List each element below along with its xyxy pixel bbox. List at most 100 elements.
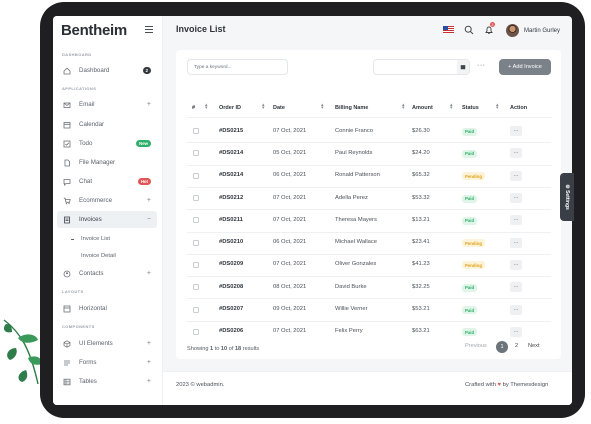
date-range-input[interactable] (373, 59, 470, 75)
sidebar-item-label: Invoice List (81, 236, 110, 242)
sidebar-item-file-manager[interactable]: File Manager (57, 154, 157, 171)
sidebar-subitem-invoice-detail[interactable]: Invoice Detail (71, 253, 116, 259)
col-header-date[interactable]: Date (273, 105, 285, 111)
row-action-button[interactable]: ··· (510, 282, 522, 293)
row-action-button[interactable]: ··· (510, 126, 522, 137)
row-checkbox[interactable] (193, 261, 199, 268)
copyright-text: 2023 © webadmin. (176, 382, 225, 388)
sidebar-item-ecommerce[interactable]: Ecommerce + (57, 192, 157, 209)
order-id-cell[interactable]: #DS0214 (219, 149, 244, 156)
col-header-status[interactable]: Status (462, 105, 479, 111)
status-badge: Pending (462, 172, 485, 181)
sidebar-item-contacts[interactable]: Contacts + (57, 265, 157, 282)
more-options-button[interactable]: ··· (477, 62, 486, 69)
order-id-cell[interactable]: #DS0208 (219, 283, 244, 290)
sidebar-item-label: Horizontal (79, 305, 107, 312)
next-page-button[interactable]: Next (528, 343, 540, 349)
sidebar-item-forms[interactable]: Forms + (57, 354, 157, 371)
brand-logo[interactable]: Bentheim (61, 22, 127, 39)
row-action-button[interactable]: ··· (510, 237, 522, 248)
minus-icon: − (146, 216, 151, 223)
sort-icon[interactable]: ▴ ▾ (402, 102, 405, 111)
us-flag-icon[interactable] (443, 26, 454, 34)
sidebar-item-ui-elements[interactable]: UI Elements + (57, 335, 157, 352)
row-divider (187, 209, 551, 211)
avatar[interactable] (506, 24, 519, 37)
page-1-button[interactable]: 1 (496, 341, 508, 353)
row-action-button[interactable]: ··· (510, 170, 522, 181)
row-action-button[interactable]: ··· (510, 259, 522, 270)
sort-icon[interactable]: ▴ ▾ (496, 102, 499, 111)
date-cell: 07 Oct, 2021 (273, 127, 307, 134)
amount-cell: $63.21 (412, 328, 430, 335)
status-badge: Paid (462, 306, 478, 315)
row-action-button[interactable]: ··· (510, 193, 522, 204)
sidebar-item-chat[interactable]: Chat Hot (57, 173, 157, 190)
section-layouts: LAYOUTS (62, 289, 84, 294)
form-icon (63, 359, 71, 367)
row-checkbox[interactable] (193, 306, 199, 313)
order-id-cell[interactable]: #DS0209 (219, 261, 244, 268)
bell-icon[interactable] (484, 25, 494, 35)
hot-badge: Hot (137, 178, 151, 185)
calendar-button[interactable] (457, 60, 469, 74)
sidebar-item-calendar[interactable]: Calendar (57, 116, 157, 133)
sort-icon[interactable]: ▴ ▾ (450, 102, 453, 111)
mail-icon (63, 101, 71, 109)
row-action-button[interactable]: ··· (510, 326, 522, 337)
sidebar-item-label: Email (79, 101, 95, 108)
col-header-action: Action (510, 105, 528, 111)
row-checkbox[interactable] (193, 128, 199, 135)
status-badge: Pending (462, 261, 485, 270)
row-divider (187, 298, 551, 300)
billing-name-cell: Oliver Gonzales (335, 261, 377, 268)
row-divider (187, 142, 551, 144)
row-action-button[interactable]: ··· (510, 148, 522, 159)
row-checkbox[interactable] (193, 217, 199, 224)
plus-icon: + (146, 270, 151, 277)
sidebar-item-todo[interactable]: Todo New (57, 135, 157, 152)
col-header-amount[interactable]: Amount (412, 105, 433, 111)
add-invoice-button[interactable]: + Add Invoice (499, 59, 551, 75)
row-action-button[interactable]: ··· (510, 304, 522, 315)
date-cell: 05 Oct, 2021 (273, 149, 307, 156)
billing-name-cell: Ronald Patterson (335, 172, 380, 179)
menu-toggle-icon[interactable] (145, 26, 153, 33)
row-checkbox[interactable] (193, 328, 199, 335)
order-id-cell[interactable]: #DS0211 (219, 216, 243, 223)
user-name[interactable]: Martin Gurley (524, 28, 561, 34)
order-id-cell[interactable]: #DS0206 (219, 328, 244, 335)
row-checkbox[interactable] (193, 284, 199, 291)
previous-page-button[interactable]: Previous (465, 343, 487, 349)
amount-cell: $41.23 (412, 261, 430, 268)
order-id-cell[interactable]: #DS0214 (219, 172, 244, 179)
sidebar-item-label: Invoice Detail (81, 253, 116, 259)
search-input[interactable]: Type a keyword... (187, 59, 288, 75)
page-2-button[interactable]: 2 (515, 343, 519, 349)
order-id-cell[interactable]: #DS0207 (219, 306, 244, 313)
search-icon[interactable] (464, 25, 474, 35)
sort-icon[interactable]: ▴ ▾ (321, 102, 324, 111)
sidebar-item-tables[interactable]: Tables + (57, 373, 157, 390)
settings-tab[interactable]: ⚙ Settings (560, 173, 574, 221)
sidebar-item-email[interactable]: Email + (57, 96, 157, 113)
sidebar-item-label: Contacts (79, 270, 104, 277)
sort-icon[interactable]: ▴ ▾ (205, 102, 208, 111)
order-id-cell[interactable]: #DS0212 (219, 194, 244, 201)
sidebar-item-dashboard[interactable]: Dashboard 2 (57, 62, 157, 79)
order-id-cell[interactable]: #DS0215 (219, 127, 244, 134)
col-header-billing-name[interactable]: Billing Name (335, 105, 369, 111)
row-action-button[interactable]: ··· (510, 215, 522, 226)
sidebar-subitem-invoice-list[interactable]: Invoice List (71, 236, 110, 242)
sidebar-item-horizontal[interactable]: Horizontal (57, 300, 157, 317)
row-checkbox[interactable] (193, 172, 199, 179)
row-checkbox[interactable] (193, 195, 199, 202)
sidebar-item-invoices[interactable]: Invoices − (57, 211, 157, 228)
sort-icon[interactable]: ▴ ▾ (262, 102, 265, 111)
order-id-cell[interactable]: #DS0210 (219, 239, 244, 246)
row-checkbox[interactable] (193, 239, 199, 246)
col-header-order-id[interactable]: Order ID (219, 105, 242, 111)
row-checkbox[interactable] (193, 150, 199, 157)
status-badge: Paid (462, 328, 478, 337)
sidebar-item-label: UI Elements (79, 340, 113, 347)
